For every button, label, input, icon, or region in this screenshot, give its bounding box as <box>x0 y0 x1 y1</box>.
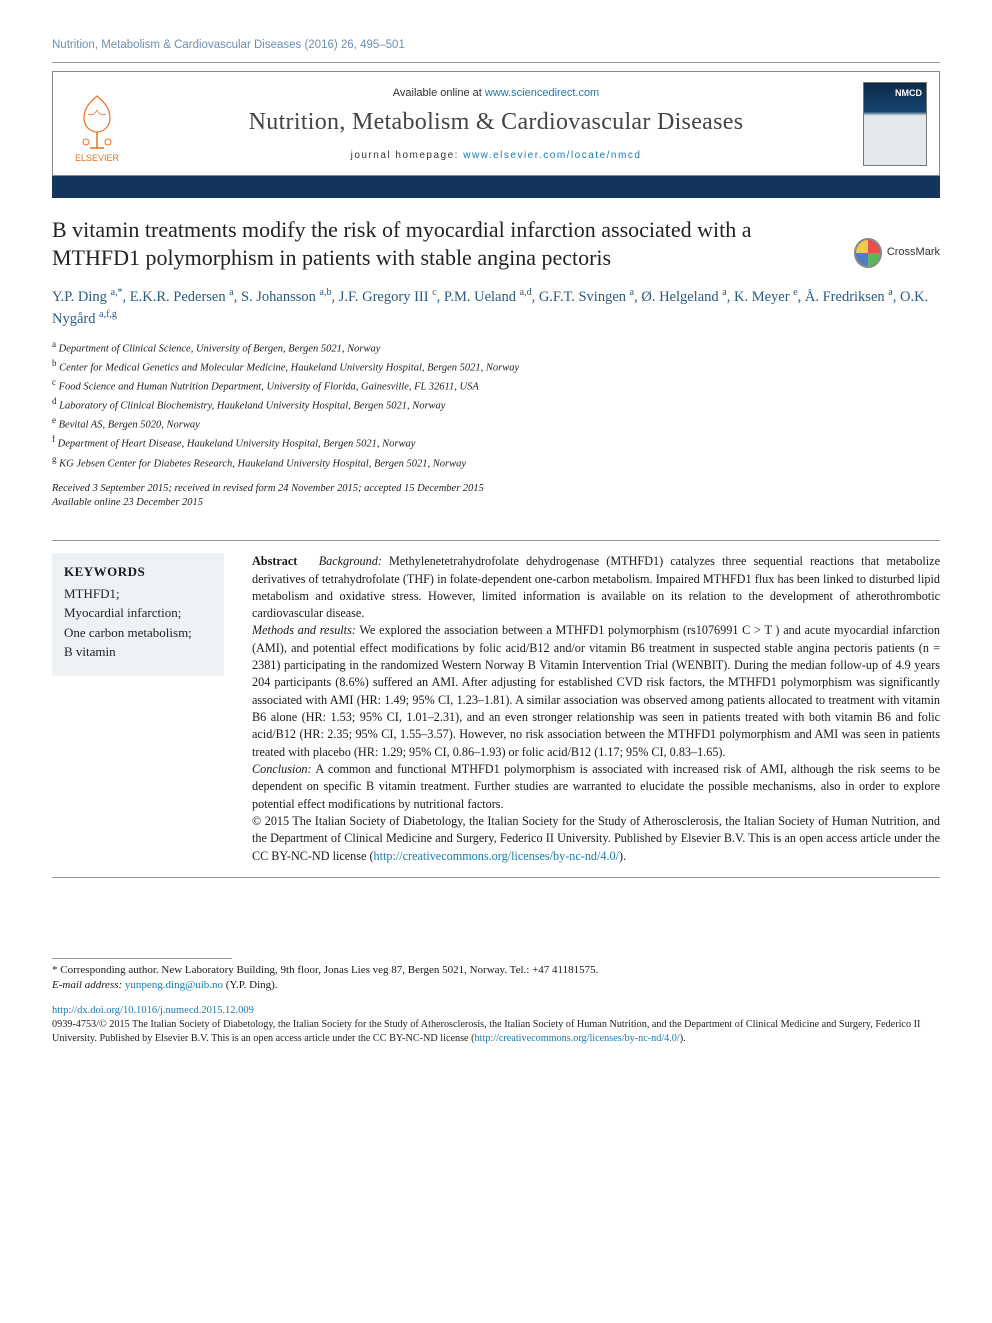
running-head: Nutrition, Metabolism & Cardiovascular D… <box>52 38 940 54</box>
affiliation-line: f Department of Heart Disease, Haukeland… <box>52 433 940 452</box>
keywords-list: MTHFD1;Myocardial infarction;One carbon … <box>64 584 212 662</box>
corresponding-author: * Corresponding author. New Laboratory B… <box>52 963 940 994</box>
journal-homepage-link[interactable]: www.elsevier.com/locate/nmcd <box>463 150 641 161</box>
footer-block: * Corresponding author. New Laboratory B… <box>52 958 940 1045</box>
author-list: Y.P. Ding a,*, E.K.R. Pedersen a, S. Joh… <box>52 286 940 330</box>
cc-license-link[interactable]: http://creativecommons.org/licenses/by-n… <box>374 849 620 863</box>
corr-email-link[interactable]: yunpeng.ding@uib.no <box>125 979 223 991</box>
history-received: Received 3 September 2015; received in r… <box>52 482 940 496</box>
article-history: Received 3 September 2015; received in r… <box>52 482 940 510</box>
sciencedirect-link[interactable]: www.sciencedirect.com <box>485 87 599 99</box>
available-online: Available online at www.sciencedirect.co… <box>147 86 845 101</box>
keywords-box: KEYWORDS MTHFD1;Myocardial infarction;On… <box>52 553 224 676</box>
crossmark-widget[interactable]: CrossMark <box>854 216 940 286</box>
journal-center: Available online at www.sciencedirect.co… <box>147 86 845 163</box>
journal-cover-thumbnail[interactable] <box>863 82 927 166</box>
crossmark-icon <box>854 238 882 268</box>
elsevier-logo[interactable]: ELSEVIER <box>65 84 129 164</box>
affiliation-line: a Department of Clinical Science, Univer… <box>52 338 940 357</box>
abstract-row: KEYWORDS MTHFD1;Myocardial infarction;On… <box>52 540 940 878</box>
affiliation-line: e Bevital AS, Bergen 5020, Norway <box>52 414 940 433</box>
journal-homepage: journal homepage: www.elsevier.com/locat… <box>147 149 845 163</box>
head-rule <box>52 62 940 63</box>
elsevier-tree-icon <box>70 92 124 152</box>
affiliation-line: d Laboratory of Clinical Biochemistry, H… <box>52 395 940 414</box>
affiliation-line: b Center for Medical Genetics and Molecu… <box>52 357 940 376</box>
history-online: Available online 23 December 2015 <box>52 496 940 510</box>
corr-email-suffix: (Y.P. Ding). <box>223 979 278 991</box>
corr-text: Corresponding author. New Laboratory Bui… <box>58 964 599 976</box>
footer-close: ). <box>680 1033 686 1044</box>
doi-link[interactable]: http://dx.doi.org/10.1016/j.numecd.2015.… <box>52 1005 254 1016</box>
available-prefix: Available online at <box>393 87 485 99</box>
journal-name: Nutrition, Metabolism & Cardiovascular D… <box>147 106 845 138</box>
affiliation-line: g KG Jebsen Center for Diabetes Research… <box>52 453 940 472</box>
footnote-rule <box>52 958 232 959</box>
article-title: B vitamin treatments modify the risk of … <box>52 216 836 272</box>
abstract-copyright-close: ). <box>619 849 626 863</box>
background-head: Background: <box>319 554 382 568</box>
affiliation-line: c Food Science and Human Nutrition Depar… <box>52 376 940 395</box>
homepage-prefix: journal homepage: <box>351 150 464 161</box>
elsevier-label: ELSEVIER <box>75 152 119 164</box>
footer-cc-link[interactable]: http://creativecommons.org/licenses/by-n… <box>475 1033 680 1044</box>
abstract-label: Abstract <box>252 554 297 568</box>
affiliations: a Department of Clinical Science, Univer… <box>52 338 940 472</box>
footer-copyright: 0939-4753/© 2015 The Italian Society of … <box>52 1018 940 1046</box>
crossmark-label: CrossMark <box>887 245 940 260</box>
abstract-column: Abstract Background: Methylenetetrahydro… <box>252 553 940 865</box>
color-bar <box>52 176 940 198</box>
journal-header-box: ELSEVIER Available online at www.science… <box>52 71 940 176</box>
keywords-head: KEYWORDS <box>64 563 212 581</box>
methods-head: Methods and results: <box>252 623 356 637</box>
conclusion-text: A common and functional MTHFD1 polymorph… <box>252 762 940 811</box>
doi-line: http://dx.doi.org/10.1016/j.numecd.2015.… <box>52 1004 940 1018</box>
conclusion-head: Conclusion: <box>252 762 312 776</box>
methods-text: We explored the association between a MT… <box>252 623 940 758</box>
email-label: E-mail address: <box>52 979 122 991</box>
